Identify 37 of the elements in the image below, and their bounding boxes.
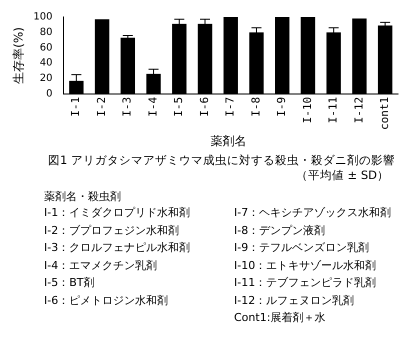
- y-tick-label: 0: [46, 88, 52, 100]
- x-tick-label: I-5: [172, 96, 186, 117]
- x-tick-label: I-9: [275, 96, 288, 117]
- text: I-2：ブプロフェジン水和剤: [44, 222, 180, 238]
- text: I-5：BT剤: [44, 275, 96, 291]
- y-tick-label: 100: [33, 12, 52, 23]
- x-tick-label: I-2: [94, 96, 108, 117]
- x-tick-label: cont1: [378, 96, 391, 130]
- x-tick-label: I-3: [120, 96, 134, 117]
- x-tick-label: I-6: [198, 96, 211, 117]
- text: 薬剤名・殺虫剤: [44, 189, 122, 204]
- x-tick-label: I-7: [224, 96, 237, 117]
- y-tick-label: 40: [40, 58, 52, 69]
- x-tick-label: I-8: [249, 96, 262, 117]
- text: I-4：エマメクチン乳剤: [44, 258, 158, 274]
- text: 図1 アリガタシマアザミウマ成虫に対する殺虫・殺ダニ剤の影響: [48, 153, 396, 168]
- text: I-11：テブフェンピラド乳剤: [234, 275, 378, 291]
- text: I-9：テフルベンズロン乳剤: [234, 240, 370, 256]
- text: I-7：ヘキシチアゾックス水和剤: [234, 205, 392, 221]
- y-tick-label: 20: [40, 73, 52, 84]
- x-tick-label: I-10: [300, 96, 314, 124]
- text: I-1：イミダクロプリド水和剤: [44, 205, 192, 221]
- text: I-10：エトキサゾール水和剤: [234, 258, 378, 274]
- text: I-6：ピメトロジン水和剤: [44, 292, 170, 308]
- text: Cont1:展着剤＋水: [234, 310, 326, 326]
- y-tick-label: 60: [40, 42, 52, 54]
- text: I-8：デンプン液剤: [234, 222, 326, 238]
- x-tick-label: I-1: [69, 96, 82, 117]
- y-tick-label: 80: [40, 26, 52, 38]
- x-axis-title: 薬剤名: [210, 133, 248, 150]
- x-tick-label: I-4: [146, 96, 160, 117]
- text: I-12：ルフェヌロン乳剤: [234, 292, 356, 308]
- text: I-3：クロルフェナピル水和剤: [44, 240, 192, 256]
- y-axis-title: 生存率(%): [11, 27, 26, 84]
- text: （平均値 ± SD）: [294, 168, 389, 183]
- x-tick-label: I-11: [326, 96, 340, 124]
- x-tick-label: I-12: [352, 96, 366, 124]
